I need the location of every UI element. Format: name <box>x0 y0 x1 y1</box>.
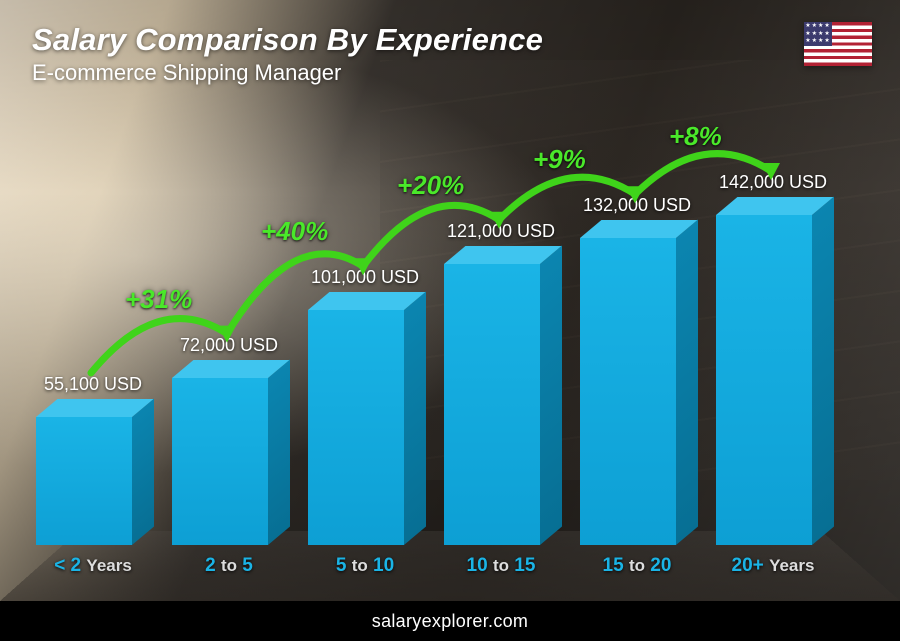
salary-bar-chart: 55,100 USD< 2 Years72,000 USD2 to 5101,0… <box>34 110 852 581</box>
page-title: Salary Comparison By Experience <box>32 22 543 58</box>
increase-pct-label: +31% <box>125 284 192 315</box>
page-subtitle: E-commerce Shipping Manager <box>32 60 543 86</box>
increase-pct-label: +20% <box>397 170 464 201</box>
flag-icon <box>804 22 872 66</box>
footer-source: salaryexplorer.com <box>0 601 900 641</box>
increase-pct-label: +40% <box>261 216 328 247</box>
header: Salary Comparison By Experience E-commer… <box>32 22 543 86</box>
increase-pct-label: +8% <box>669 121 722 152</box>
increase-pct-label: +9% <box>533 144 586 175</box>
